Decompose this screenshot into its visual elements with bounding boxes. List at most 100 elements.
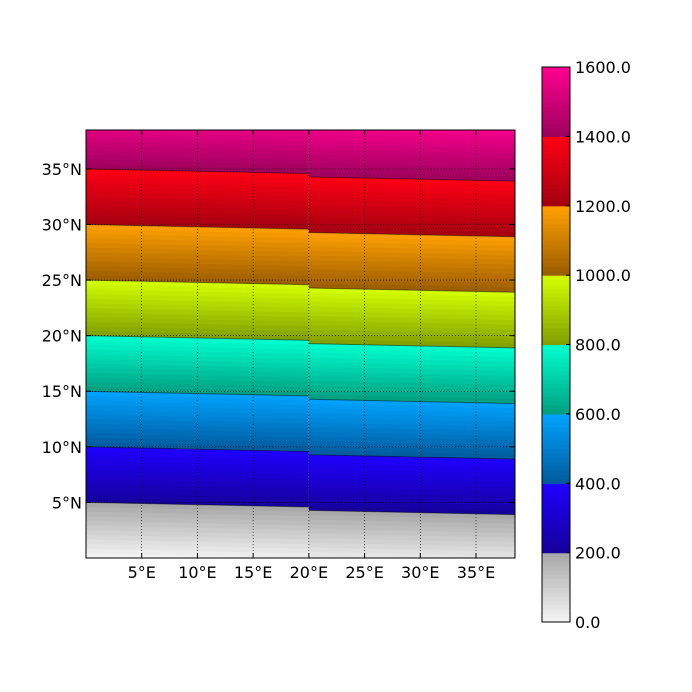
colorbar-band-3: [542, 357, 570, 363]
contour-line: [308, 176, 515, 182]
colorbar-band-6: [542, 192, 570, 198]
colorbar-band-6: [542, 179, 570, 185]
colorbar-band-1: [542, 535, 570, 541]
contour-band-2: [308, 440, 515, 450]
contour-band-6: [308, 185, 515, 196]
colorbar-band-5: [542, 262, 570, 268]
contour-band-6: [308, 222, 515, 233]
colorbar-band-3: [542, 353, 570, 359]
colorbar-band-3: [542, 409, 570, 415]
colorbar-band-2: [542, 470, 570, 476]
colorbar-band-4: [542, 318, 570, 324]
colorbar-band-7: [542, 93, 570, 98]
contour-band-0: [308, 523, 515, 534]
contour-band-0: [308, 509, 515, 520]
colorbar-band-4: [542, 296, 570, 302]
colorbar-tick-label: 1200.0: [575, 197, 631, 216]
contour-band-5: [308, 236, 515, 246]
colorbar-band-3: [542, 379, 570, 385]
contour-band-7: [308, 134, 515, 145]
colorbar-band-1: [542, 487, 570, 493]
contour-band-4: [308, 301, 515, 311]
colorbar-tick-label: 1600.0: [575, 58, 631, 77]
colorbar-band-4: [542, 301, 570, 307]
contour-band-1: [308, 495, 515, 506]
contour-band-5: [308, 255, 515, 265]
contour-band-2: [308, 449, 515, 460]
contour-band-1: [308, 463, 515, 473]
contour-band-6: [308, 190, 515, 200]
contour-band-4: [86, 307, 309, 318]
colorbar-band-0: [542, 569, 570, 575]
contour-band-5: [308, 231, 515, 242]
contour-line: [86, 279, 309, 286]
colorbar-band-2: [542, 418, 570, 424]
colorbar-band-0: [542, 587, 570, 593]
colorbar-tick-label: 0.0: [575, 613, 600, 632]
colorbar-band-5: [542, 244, 570, 250]
colorbar-band-3: [542, 400, 570, 406]
colorbar-band-4: [542, 327, 570, 333]
colorbar-band-6: [542, 158, 570, 163]
contour-band-6: [308, 180, 515, 191]
contour-band-1: [308, 477, 515, 487]
colorbar-band-5: [542, 218, 570, 224]
contour-band-1: [86, 460, 309, 470]
contour-band-4: [86, 298, 309, 308]
contour-band-4: [308, 310, 515, 321]
colorbar-band-4: [542, 288, 570, 294]
colorbar-band-6: [542, 166, 570, 172]
gridlines: [86, 130, 515, 558]
plot-frame: [85, 129, 516, 559]
colorbar-band-0: [542, 591, 570, 597]
contour-band-7: [308, 171, 515, 182]
contour-band-3: [308, 384, 515, 395]
colorbar-band-5: [542, 253, 570, 259]
y-tick-label: 10°N: [42, 438, 82, 457]
colorbar-band-6: [542, 171, 570, 176]
contour-band-4: [308, 319, 515, 330]
colorbar-band-0: [542, 595, 570, 601]
contour-band-6: [308, 227, 515, 237]
colorbar-band-4: [542, 340, 570, 346]
contour-band-3: [308, 352, 515, 362]
contour-band-6: [308, 213, 515, 223]
contour-band-4: [308, 296, 515, 307]
contour-band-1: [86, 450, 309, 461]
contour-band-2: [308, 444, 515, 455]
colorbar-band-4: [542, 292, 570, 298]
colorbar-band-0: [542, 617, 570, 623]
colorbar-band-6: [542, 184, 570, 190]
colorbar-band-1: [542, 517, 570, 523]
colorbar-band-0: [542, 556, 570, 562]
contour-band-6: [308, 217, 515, 228]
y-tick-label: 25°N: [42, 271, 82, 290]
contour-band-2: [308, 417, 515, 427]
colorbar-band-6: [542, 136, 570, 142]
contour-band-3: [308, 389, 515, 399]
contour-band-5: [86, 256, 309, 267]
colorbar-band-2: [542, 474, 570, 480]
colorbar-band-3: [542, 348, 570, 354]
contour-band-5: [308, 268, 515, 279]
colorbar-band-7: [542, 84, 570, 90]
contour-band-7: [86, 135, 309, 146]
contour-band-5: [308, 250, 515, 260]
contour-band-2: [308, 421, 515, 432]
contour-band-7: [308, 130, 515, 135]
colorbar-band-2: [542, 452, 570, 458]
colorbar-band-7: [542, 127, 570, 133]
contour-band-0: [308, 542, 515, 552]
contour-band-3: [308, 347, 515, 358]
colorbar-band-5: [542, 270, 570, 276]
contour-band-7: [86, 113, 309, 123]
x-axis: 5°E 10°E 15°E 20°E 25°E 30°E 35°E: [128, 130, 495, 582]
colorbar-band-6: [542, 162, 570, 168]
colorbar-band-6: [542, 153, 570, 159]
colorbar-band-1: [542, 530, 570, 536]
colorbar-band-7: [542, 75, 570, 81]
colorbar-bands: [542, 67, 570, 623]
colorbar-band-2: [542, 457, 570, 463]
contour-line: [86, 390, 309, 397]
y-tick-label: 20°N: [42, 327, 82, 346]
